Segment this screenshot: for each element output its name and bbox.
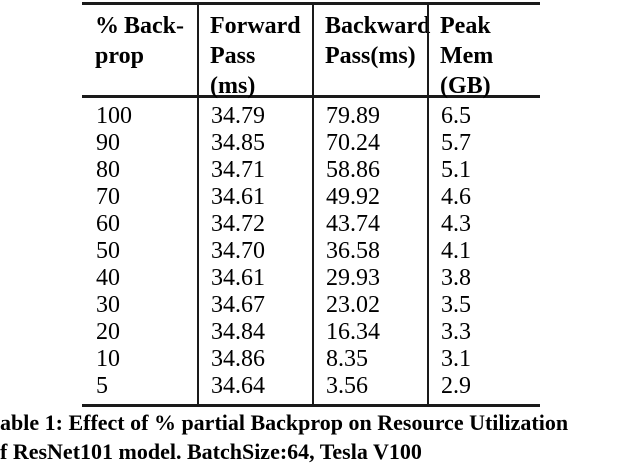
cell-peak-mem: 5.7 (441, 130, 471, 156)
header-line: % Back- (95, 11, 197, 41)
table-header-rule (82, 95, 540, 98)
cell-backward-ms: 8.35 (326, 346, 368, 372)
cell-peak-mem: 4.6 (441, 184, 471, 210)
header-line: Mem (440, 43, 494, 69)
table-row: 5 34.64 3.56 2.9 (82, 373, 540, 400)
column-separator (312, 5, 314, 95)
cell-backprop-pct: 70 (96, 184, 120, 210)
cell-peak-mem: 3.1 (441, 346, 471, 372)
header-line: (GB) (440, 73, 491, 99)
cell-backward-ms: 58.86 (326, 157, 380, 183)
cell-backprop-pct: 80 (96, 157, 120, 183)
cell-peak-mem: 4.1 (441, 238, 471, 264)
cell-peak-mem: 4.3 (441, 211, 471, 237)
cell-peak-mem: 3.3 (441, 319, 471, 345)
cell-backprop-pct: 90 (96, 130, 120, 156)
table-row: 70 34.61 49.92 4.6 (82, 184, 540, 211)
col-header-peak-mem: Peak Mem (GB) (427, 11, 540, 101)
cell-forward-ms: 34.86 (211, 346, 265, 372)
cell-backprop-pct: 10 (96, 346, 120, 372)
cell-backward-ms: 3.56 (326, 373, 368, 399)
percent-sign: % (95, 13, 119, 39)
cell-backward-ms: 43.74 (326, 211, 380, 237)
cell-forward-ms: 34.79 (211, 103, 265, 129)
cell-peak-mem: 2.9 (441, 373, 471, 399)
column-separator (312, 98, 314, 404)
cell-forward-ms: 34.64 (211, 373, 265, 399)
resource-utilization-table: % Back- prop Forward Pass (ms) Backward P… (82, 2, 540, 407)
table-row: 80 34.71 58.86 5.1 (82, 157, 540, 184)
table-row: 10 34.86 8.35 3.1 (82, 346, 540, 373)
caption-line-2: f ResNet101 model. BatchSize:64, Tesla V… (0, 439, 422, 464)
cell-forward-ms: 34.67 (211, 292, 265, 318)
cell-forward-ms: 34.72 (211, 211, 265, 237)
header-line: Forward (210, 13, 301, 39)
table-bottom-rule (82, 404, 540, 407)
column-separator (197, 5, 199, 95)
col-header-forward-pass: Forward Pass (ms) (197, 11, 312, 101)
header-line: Peak (440, 13, 491, 39)
cell-backprop-pct: 20 (96, 319, 120, 345)
cell-backprop-pct: 30 (96, 292, 120, 318)
cell-backprop-pct: 60 (96, 211, 120, 237)
cell-backward-ms: 49.92 (326, 184, 380, 210)
cell-backprop-pct: 5 (96, 373, 108, 399)
table-row: 50 34.70 36.58 4.1 (82, 238, 540, 265)
table-row: 60 34.72 43.74 4.3 (82, 211, 540, 238)
cell-backprop-pct: 40 (96, 265, 120, 291)
cell-backward-ms: 36.58 (326, 238, 380, 264)
table-row: 100 34.79 79.89 6.5 (82, 103, 540, 130)
table-header-row: % Back- prop Forward Pass (ms) Backward P… (82, 5, 540, 99)
cell-forward-ms: 34.85 (211, 130, 265, 156)
cell-backward-ms: 79.89 (326, 103, 380, 129)
cell-forward-ms: 34.61 (211, 265, 265, 291)
cell-backward-ms: 23.02 (326, 292, 380, 318)
table-body: 100 34.79 79.89 6.5 90 34.85 70.24 5.7 8… (82, 98, 540, 404)
back-word: Back- (124, 13, 184, 39)
table-row: 30 34.67 23.02 3.5 (82, 292, 540, 319)
col-header-backward-pass: Backward Pass(ms) (312, 11, 431, 101)
cell-backprop-pct: 50 (96, 238, 120, 264)
table-row: 90 34.85 70.24 5.7 (82, 130, 540, 157)
cell-peak-mem: 6.5 (441, 103, 471, 129)
cell-backward-ms: 29.93 (326, 265, 380, 291)
cell-peak-mem: 5.1 (441, 157, 471, 183)
cell-backward-ms: 16.34 (326, 319, 380, 345)
table-row: 20 34.84 16.34 3.3 (82, 319, 540, 346)
cell-forward-ms: 34.61 (211, 184, 265, 210)
cell-forward-ms: 34.71 (211, 157, 265, 183)
header-line: prop (95, 43, 144, 69)
cell-peak-mem: 3.8 (441, 265, 471, 291)
cell-backprop-pct: 100 (96, 103, 132, 129)
cell-peak-mem: 3.5 (441, 292, 471, 318)
table-top-rule (82, 2, 540, 5)
header-line: Pass(ms) (325, 43, 416, 69)
cell-forward-ms: 34.84 (211, 319, 265, 345)
col-header-backprop-pct: % Back- prop (82, 11, 197, 101)
header-line: Pass (210, 43, 256, 69)
column-separator (197, 98, 199, 404)
column-separator (427, 5, 429, 95)
cell-backward-ms: 70.24 (326, 130, 380, 156)
column-separator (427, 98, 429, 404)
header-line: (ms) (210, 73, 256, 99)
caption-line-1: able 1: Effect of % partial Backprop on … (0, 410, 569, 435)
header-line: Backward (325, 13, 431, 39)
table-caption: able 1: Effect of % partial Backprop on … (0, 408, 640, 466)
cell-forward-ms: 34.70 (211, 238, 265, 264)
table-row: 40 34.61 29.93 3.8 (82, 265, 540, 292)
